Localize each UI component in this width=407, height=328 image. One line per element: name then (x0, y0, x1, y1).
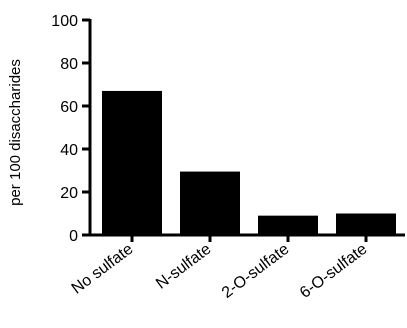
bar-2 (258, 215, 318, 235)
x-tick-label: N-sulfate (153, 241, 214, 293)
y-tick-label: 20 (60, 185, 78, 202)
y-tick-label: 60 (60, 99, 78, 116)
y-tick-label: 40 (60, 142, 78, 159)
x-ticks-group: No sulfate N-sulfate 2-O-sulfate 6-O-sulfat… (69, 235, 371, 302)
x-tick-label: No sulfate (69, 241, 137, 298)
y-ticks-group: 0 20 40 60 80 100 (51, 13, 90, 245)
bar-1 (180, 171, 240, 235)
bar-3 (336, 213, 396, 235)
y-tick-label: 0 (69, 228, 78, 245)
y-tick-label: 100 (51, 13, 78, 30)
bar-0 (102, 90, 162, 235)
y-axis-title: per 100 disaccharides (7, 59, 24, 206)
y-tick-label: 80 (60, 56, 78, 73)
bars-group (102, 90, 396, 235)
x-tick-label: 6-O-sulfate (297, 241, 371, 302)
x-tick-label: 2-O-sulfate (219, 241, 293, 302)
